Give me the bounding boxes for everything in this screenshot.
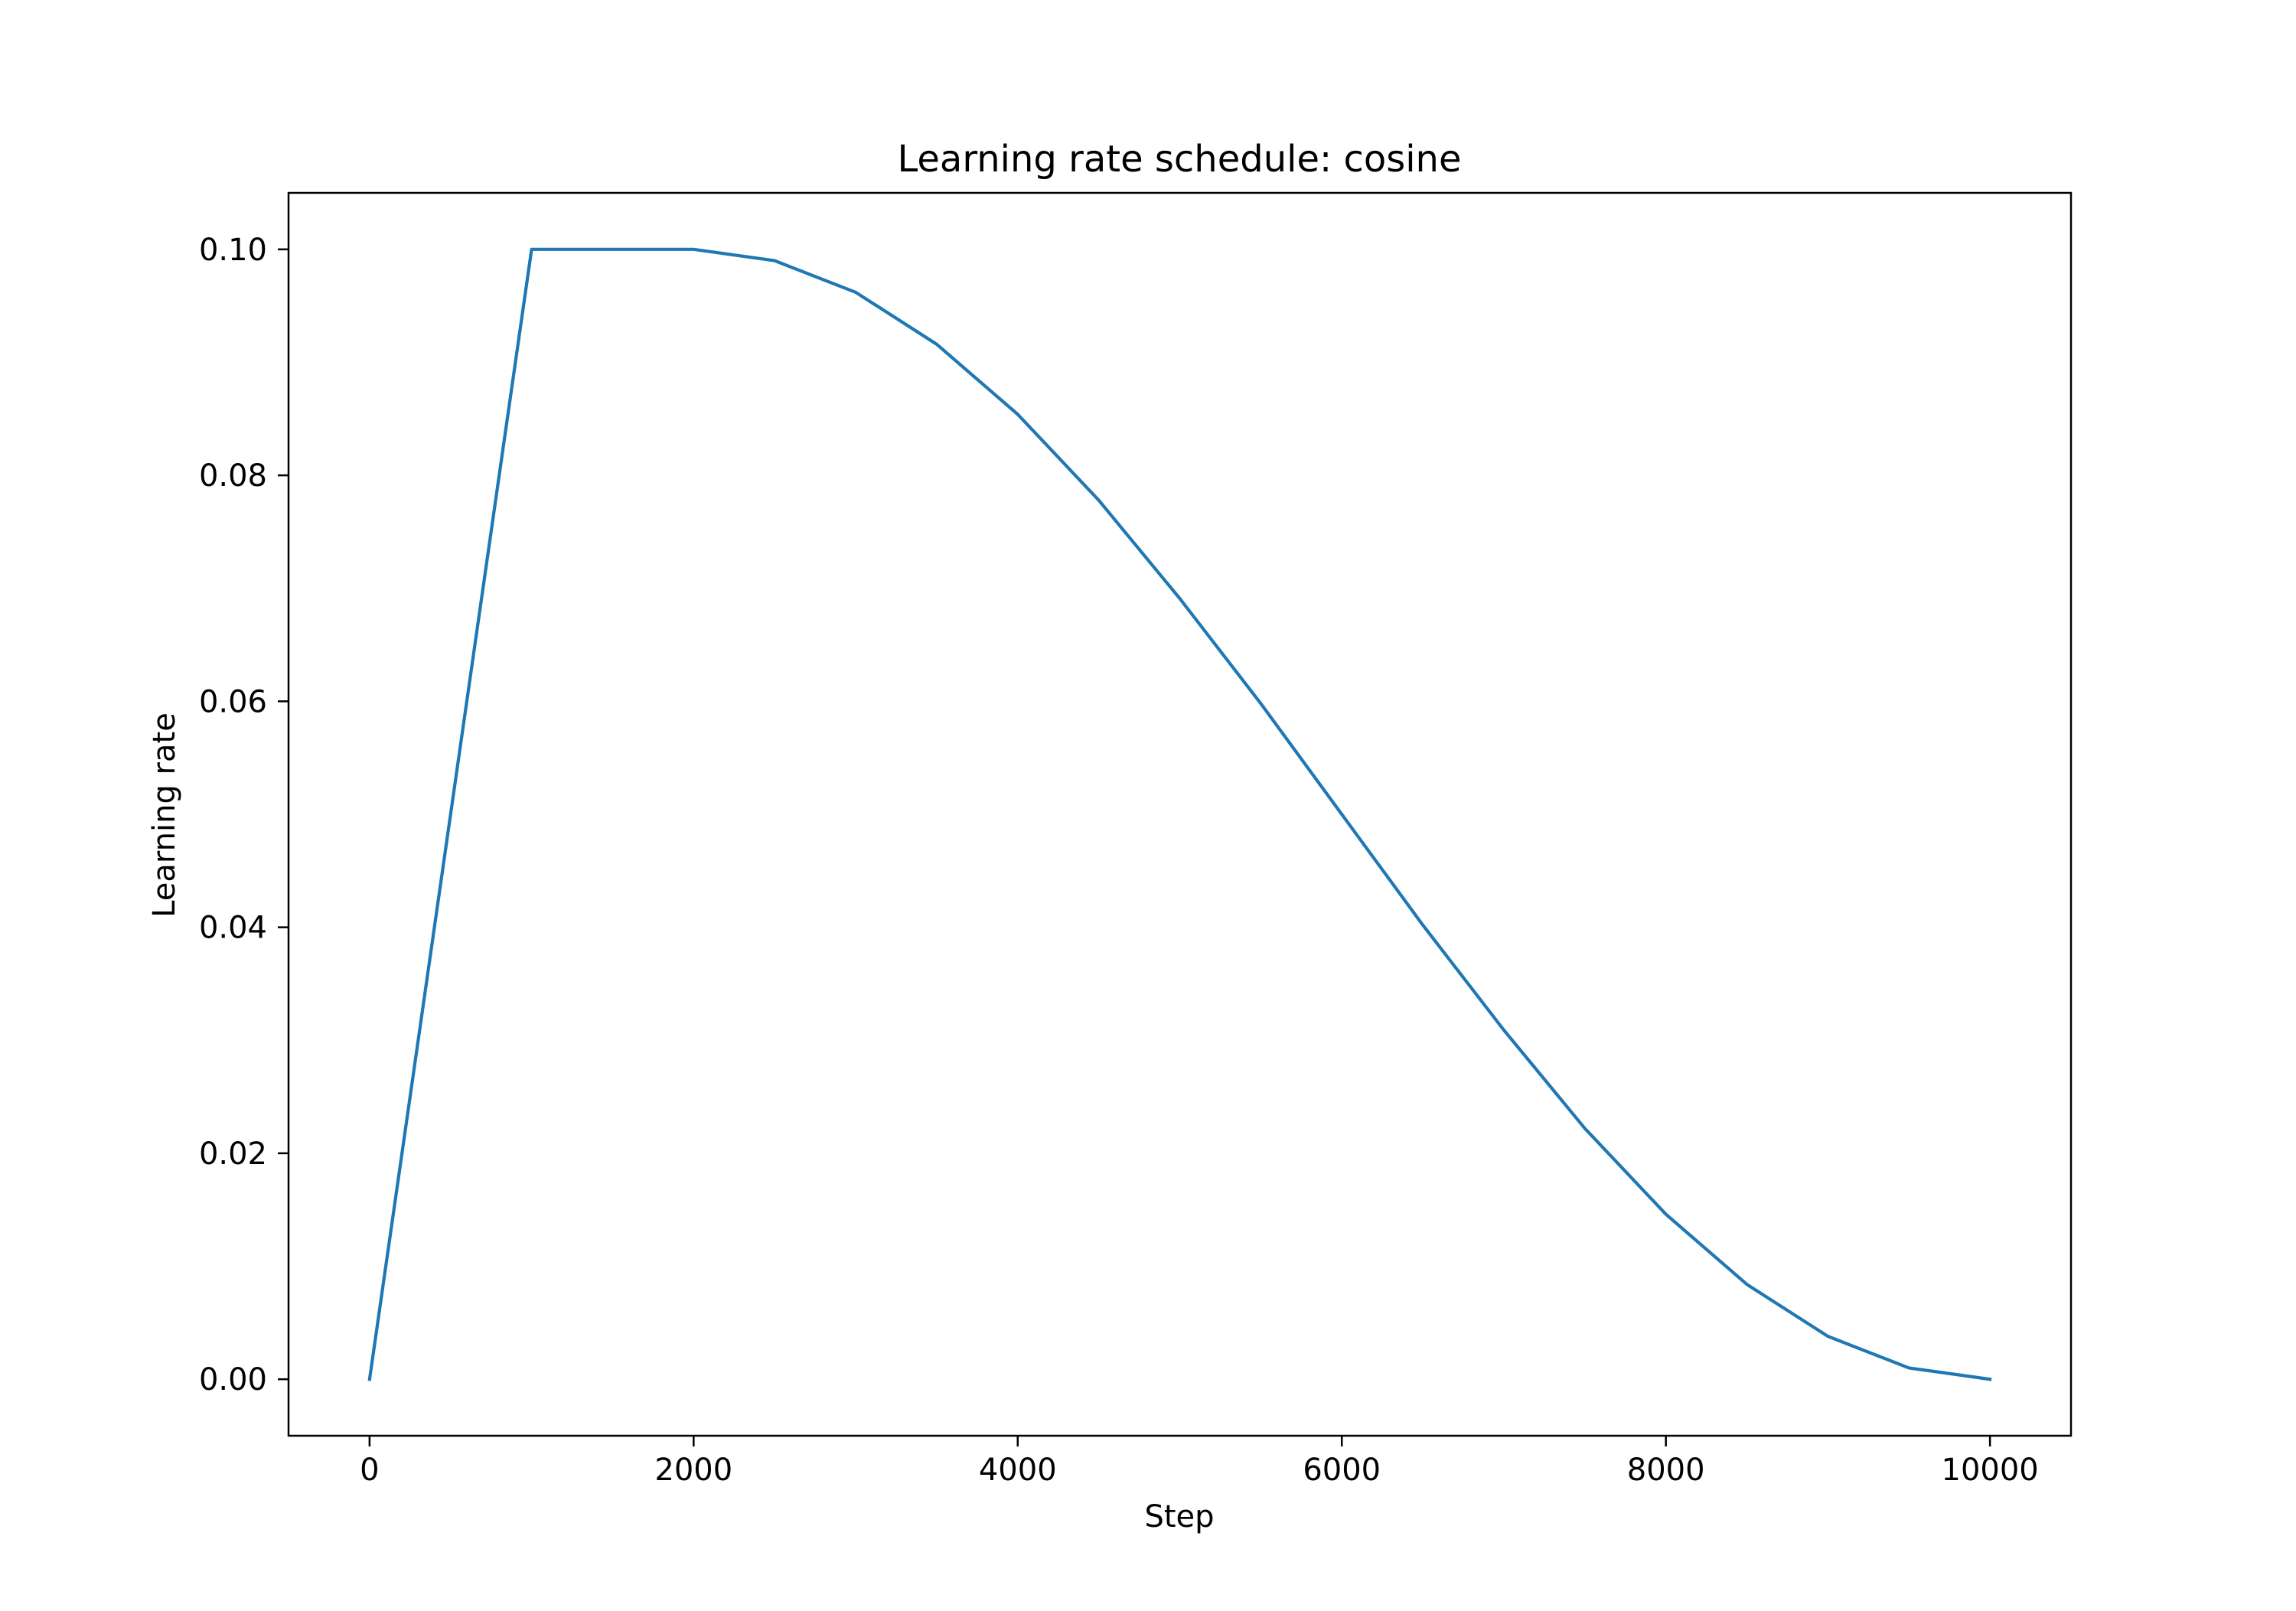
x-tick-label: 0: [360, 1453, 379, 1488]
y-axis-label: Learning rate: [147, 713, 182, 918]
chart-title: Learning rate schedule: cosine: [898, 138, 1462, 181]
y-axis: 0.00 0.02 0.04 0.06 0.08 0.10: [199, 233, 289, 1397]
plot-area: [287, 191, 2073, 1437]
plot-frame: [287, 191, 2073, 1437]
x-axis-label: Step: [1144, 1499, 1214, 1534]
x-tick-label: 6000: [1303, 1453, 1381, 1488]
y-tick-label: 0.04: [199, 911, 267, 946]
y-tick-label: 0.06: [199, 684, 267, 719]
y-tick-label: 0.00: [199, 1362, 267, 1397]
y-tick-label: 0.02: [199, 1137, 267, 1172]
x-tick-label: 2000: [654, 1453, 732, 1488]
x-axis: 0 2000 4000 6000 8000 10000: [360, 1436, 2039, 1488]
x-tick-label: 8000: [1627, 1453, 1705, 1488]
y-tick-label: 0.08: [199, 458, 267, 494]
series-line-0: [367, 247, 1992, 1381]
x-tick-label: 10000: [1942, 1453, 2039, 1488]
y-tick-label: 0.10: [199, 233, 267, 268]
x-tick-label: 4000: [979, 1453, 1057, 1488]
